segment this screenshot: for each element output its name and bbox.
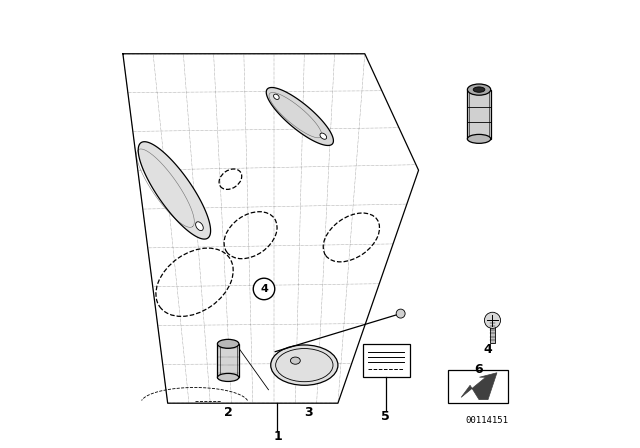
Ellipse shape: [291, 357, 300, 364]
Ellipse shape: [273, 94, 279, 99]
Ellipse shape: [196, 222, 204, 231]
Circle shape: [484, 312, 500, 328]
Bar: [490, 320, 495, 343]
Ellipse shape: [320, 133, 326, 139]
Text: 2: 2: [224, 405, 232, 419]
Ellipse shape: [218, 374, 239, 382]
Ellipse shape: [271, 345, 338, 385]
Circle shape: [253, 278, 275, 300]
Text: 3: 3: [305, 405, 313, 419]
Bar: [448, 370, 508, 403]
Ellipse shape: [467, 134, 491, 143]
Polygon shape: [266, 87, 333, 146]
Text: 5: 5: [381, 410, 389, 423]
Ellipse shape: [218, 340, 239, 349]
Bar: [467, 90, 491, 139]
Text: 4: 4: [260, 284, 268, 294]
Bar: [218, 344, 239, 377]
Text: 00114151: 00114151: [465, 416, 508, 425]
Text: 4: 4: [484, 343, 492, 356]
Polygon shape: [461, 373, 497, 400]
Bar: [362, 344, 410, 377]
Ellipse shape: [467, 84, 491, 95]
Text: 6: 6: [475, 363, 483, 376]
Polygon shape: [138, 142, 211, 239]
Circle shape: [396, 309, 405, 318]
Text: 1: 1: [273, 430, 282, 444]
Ellipse shape: [473, 87, 485, 92]
